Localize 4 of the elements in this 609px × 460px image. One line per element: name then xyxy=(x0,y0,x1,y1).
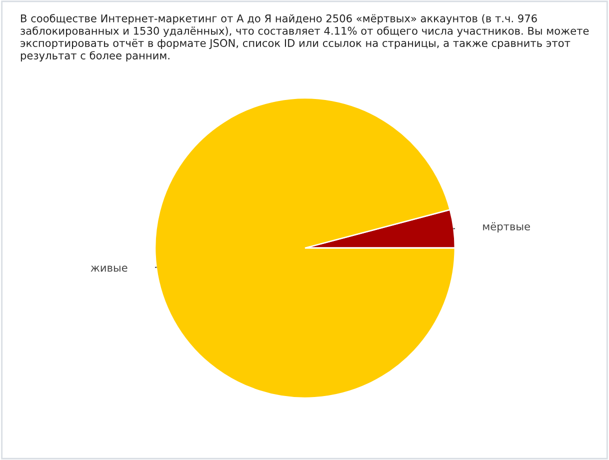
chart-title: В сообществе Интернет-маркетинг от А до Я найдено 2506 «мёртвых» аккаунтов (в т.ч. 976 заблокированных и 1530 удалённых), что составляет 4.11% от общего числа участников. Вы можете экспортировать отчёт в формате JSON, список ID или ссылок на страницы, а также сравнить этот результат с более ранним. xyxy=(20,14,589,62)
pie-slice xyxy=(154,97,456,399)
slice-label: мёртвые xyxy=(483,222,530,232)
slice-label: живые xyxy=(90,266,128,272)
